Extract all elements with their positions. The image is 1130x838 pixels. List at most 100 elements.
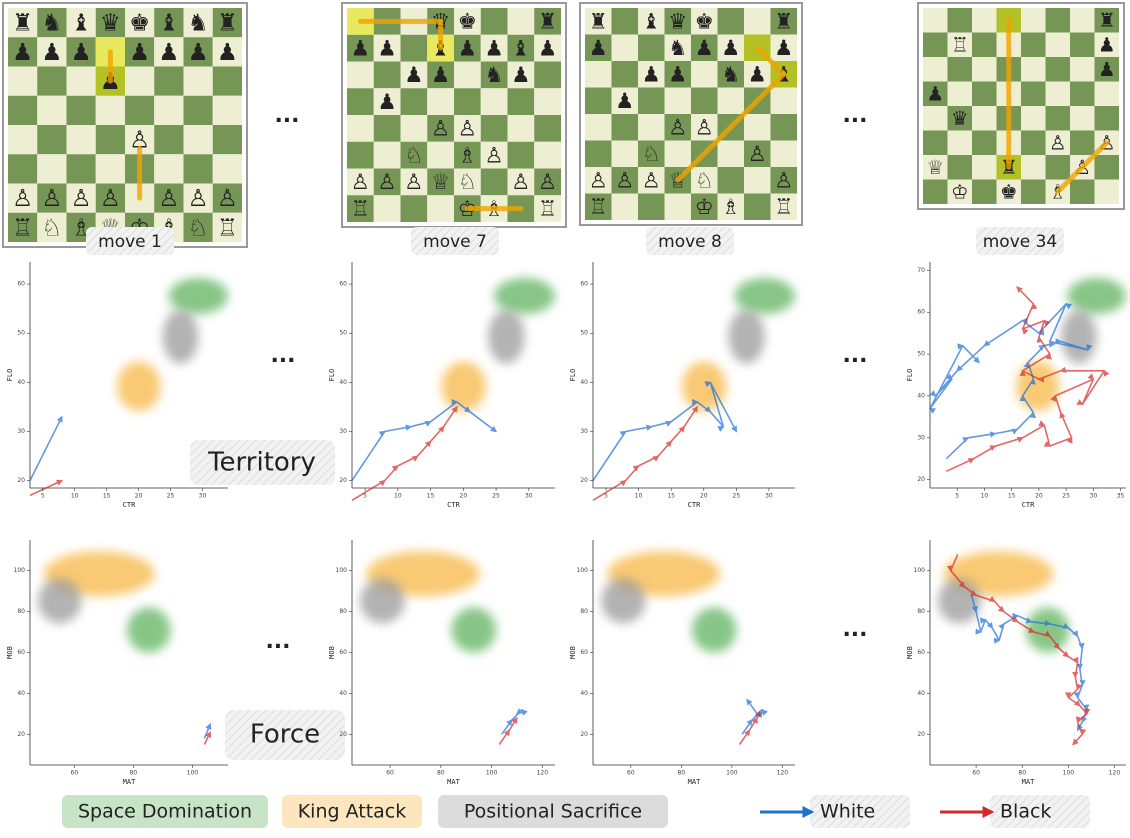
piece: ♟	[589, 35, 608, 60]
square	[585, 34, 612, 61]
square	[154, 125, 184, 155]
square	[347, 168, 374, 196]
square	[400, 115, 428, 142]
square	[691, 167, 718, 194]
square	[770, 34, 797, 61]
square	[373, 88, 401, 115]
piece: ♟	[926, 82, 944, 105]
y-tick-label: 40	[917, 392, 925, 399]
square	[66, 125, 96, 155]
square	[1021, 57, 1046, 82]
region-blob	[494, 277, 555, 314]
region-blob	[1016, 361, 1060, 412]
x-tick-label: 15	[667, 493, 675, 500]
piece: ♟	[378, 36, 397, 61]
piece: ♙	[41, 184, 62, 212]
region-blob	[601, 578, 646, 624]
piece: ♚	[695, 9, 714, 34]
y-tick-label: 60	[17, 649, 25, 656]
x-axis-label: MAT	[123, 778, 136, 786]
x-tick-label: 120	[537, 770, 549, 777]
piece: ♟	[12, 38, 33, 66]
region-blob	[168, 277, 228, 314]
square	[507, 61, 535, 89]
piece: ♟	[721, 35, 740, 60]
square	[744, 61, 771, 88]
piece: ♙	[1049, 131, 1067, 154]
square	[744, 8, 771, 35]
square	[585, 87, 612, 114]
square	[611, 87, 638, 114]
x-tick-label: 15	[103, 493, 111, 500]
piece: ♗	[458, 143, 477, 168]
square	[611, 193, 638, 220]
square	[1094, 81, 1119, 106]
trajectory	[970, 594, 1090, 732]
piece: ♞	[41, 9, 62, 37]
square	[66, 66, 96, 96]
square	[1021, 179, 1046, 204]
square	[534, 168, 561, 196]
square	[664, 114, 691, 141]
square	[534, 34, 561, 62]
piece: ♟	[458, 36, 477, 61]
trajectory	[501, 708, 528, 735]
move-label: move 8	[658, 232, 722, 252]
y-tick-label: 60	[580, 649, 588, 656]
square	[770, 8, 797, 35]
piece: ♙	[538, 170, 557, 195]
square	[37, 95, 67, 125]
square	[611, 61, 638, 88]
square	[183, 95, 213, 125]
square	[37, 66, 67, 96]
y-tick-label: 20	[339, 477, 347, 484]
piece: ♔	[951, 180, 969, 203]
square	[95, 183, 125, 213]
square	[480, 88, 508, 115]
piece: ♘	[695, 168, 714, 193]
x-tick-label: 60	[972, 770, 980, 777]
square	[1021, 8, 1046, 33]
label-box	[225, 710, 345, 760]
square	[66, 8, 96, 38]
square	[1094, 179, 1119, 204]
x-tick-label: 80	[1018, 770, 1026, 777]
move-label: move 1	[98, 232, 162, 252]
legend-label: Positional Sacrifice	[464, 801, 642, 823]
square	[744, 167, 771, 194]
trajectory	[351, 405, 458, 501]
region-blob	[488, 309, 525, 364]
square	[373, 115, 401, 142]
piece: ♟	[485, 36, 504, 61]
square	[347, 88, 374, 115]
piece: ♘	[404, 143, 423, 168]
trajectory	[203, 722, 212, 739]
move-label: move 34	[983, 232, 1058, 252]
square	[183, 8, 213, 38]
square	[480, 61, 508, 89]
square	[400, 141, 428, 169]
y-axis-label: MOB	[328, 646, 336, 659]
region-blob	[127, 607, 171, 653]
region-blob	[691, 607, 737, 653]
y-tick-label: 40	[917, 690, 925, 697]
piece: ♙	[71, 184, 92, 212]
square	[664, 140, 691, 167]
piece: ♟	[158, 38, 179, 66]
trajectory	[29, 479, 64, 497]
square	[1094, 32, 1119, 57]
x-tick-label: 20	[700, 493, 708, 500]
square	[95, 8, 125, 38]
region-blob	[360, 578, 405, 624]
y-tick-label: 70	[917, 267, 925, 274]
y-axis-label: MOB	[906, 646, 914, 659]
square	[638, 167, 665, 194]
square	[770, 167, 797, 194]
y-tick-label: 50	[17, 330, 25, 337]
square	[534, 115, 561, 142]
x-tick-label: 100	[1063, 770, 1075, 777]
square	[212, 154, 242, 184]
y-tick-label: 100	[336, 567, 348, 574]
label-box	[976, 227, 1064, 255]
